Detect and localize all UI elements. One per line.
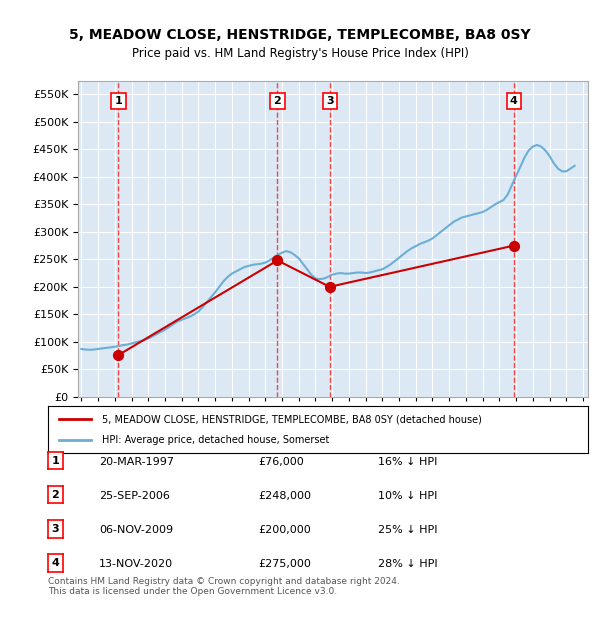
- Text: 06-NOV-2009: 06-NOV-2009: [99, 525, 173, 535]
- Text: 10% ↓ HPI: 10% ↓ HPI: [378, 491, 437, 501]
- Point: [509, 241, 519, 250]
- Text: HPI: Average price, detached house, Somerset: HPI: Average price, detached house, Some…: [102, 435, 329, 445]
- Text: 25-SEP-2006: 25-SEP-2006: [99, 491, 170, 501]
- Text: 5, MEADOW CLOSE, HENSTRIDGE, TEMPLECOMBE, BA8 0SY: 5, MEADOW CLOSE, HENSTRIDGE, TEMPLECOMBE…: [69, 28, 531, 42]
- Text: £248,000: £248,000: [258, 491, 311, 501]
- Text: £200,000: £200,000: [258, 525, 311, 535]
- Text: 4: 4: [52, 558, 59, 568]
- Text: £275,000: £275,000: [258, 559, 311, 569]
- Text: 2: 2: [274, 96, 281, 106]
- Text: 16% ↓ HPI: 16% ↓ HPI: [378, 457, 437, 467]
- Point: [272, 255, 282, 265]
- Point: [325, 282, 334, 292]
- Text: 25% ↓ HPI: 25% ↓ HPI: [378, 525, 437, 535]
- Text: 20-MAR-1997: 20-MAR-1997: [99, 457, 174, 467]
- Text: 4: 4: [510, 96, 518, 106]
- Text: Price paid vs. HM Land Registry's House Price Index (HPI): Price paid vs. HM Land Registry's House …: [131, 46, 469, 60]
- Text: 13-NOV-2020: 13-NOV-2020: [99, 559, 173, 569]
- Text: 3: 3: [52, 524, 59, 534]
- Text: Contains HM Land Registry data © Crown copyright and database right 2024.
This d: Contains HM Land Registry data © Crown c…: [48, 577, 400, 596]
- Text: 1: 1: [52, 456, 59, 466]
- Point: [113, 350, 123, 360]
- Text: £76,000: £76,000: [258, 457, 304, 467]
- Text: 3: 3: [326, 96, 334, 106]
- Text: 5, MEADOW CLOSE, HENSTRIDGE, TEMPLECOMBE, BA8 0SY (detached house): 5, MEADOW CLOSE, HENSTRIDGE, TEMPLECOMBE…: [102, 414, 482, 424]
- Text: 1: 1: [115, 96, 122, 106]
- Text: 2: 2: [52, 490, 59, 500]
- Text: 28% ↓ HPI: 28% ↓ HPI: [378, 559, 437, 569]
